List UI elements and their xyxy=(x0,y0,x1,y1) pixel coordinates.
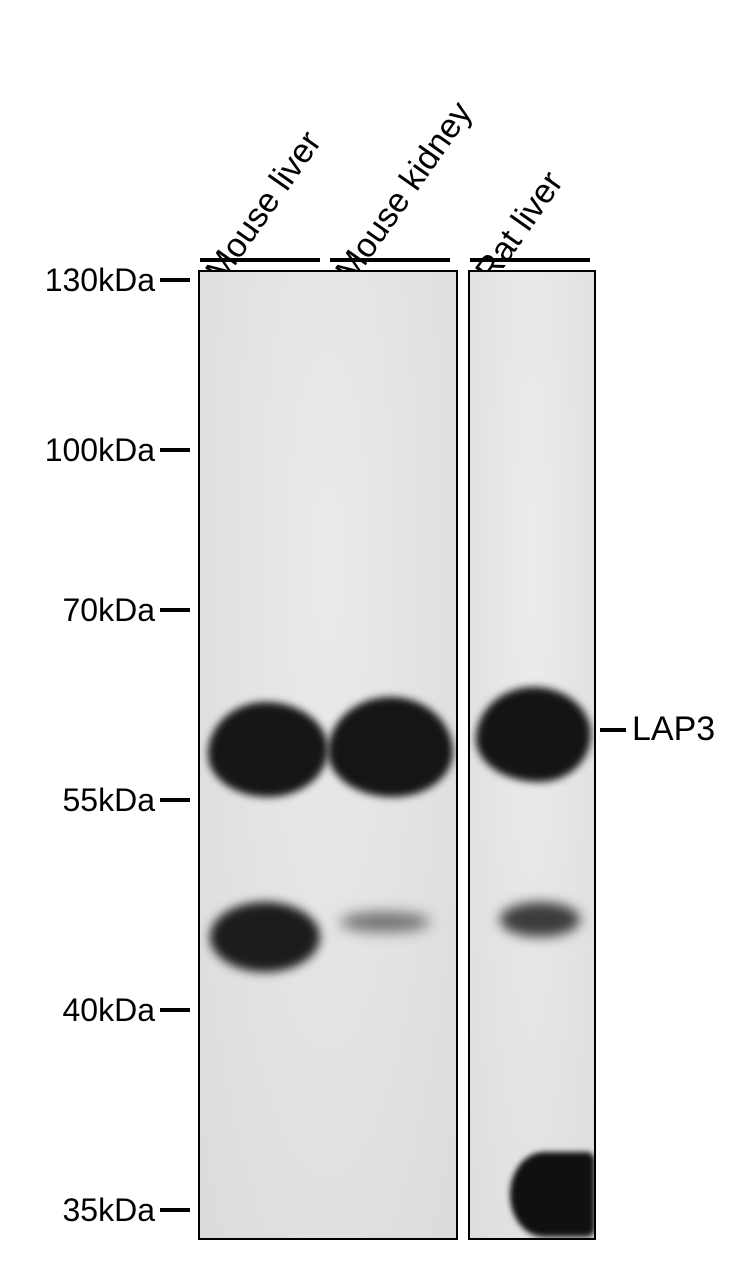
blot-band xyxy=(328,697,453,797)
mw-label: 35kDa xyxy=(63,1192,156,1229)
lane-underline xyxy=(200,258,320,262)
blot-band xyxy=(210,902,320,972)
mw-tick xyxy=(160,1008,190,1012)
mw-tick xyxy=(160,798,190,802)
mw-label: 40kDa xyxy=(63,992,156,1029)
mw-tick xyxy=(160,608,190,612)
mw-tick xyxy=(160,278,190,282)
western-blot-figure: 130kDa 100kDa 70kDa 55kDa 40kDa 35kDa Mouse l… xyxy=(0,0,739,1280)
mw-label: 70kDa xyxy=(63,592,156,629)
lane-underline xyxy=(470,258,590,262)
mw-tick xyxy=(160,448,190,452)
blot-band xyxy=(208,702,328,797)
mw-tick xyxy=(160,1208,190,1212)
target-tick xyxy=(600,728,626,732)
lane-header: Mouse liver xyxy=(198,124,330,289)
blot-band xyxy=(510,1152,595,1237)
blot-band xyxy=(500,902,580,937)
mw-label: 130kDa xyxy=(45,262,155,299)
blot-panel xyxy=(198,270,458,1240)
lane-underline xyxy=(330,258,450,262)
blot-band xyxy=(340,912,430,932)
mw-label: 100kDa xyxy=(45,432,155,469)
blot-panel xyxy=(468,270,596,1240)
blot-band xyxy=(476,687,591,782)
target-label: LAP3 xyxy=(632,710,715,749)
mw-label: 55kDa xyxy=(63,782,156,819)
